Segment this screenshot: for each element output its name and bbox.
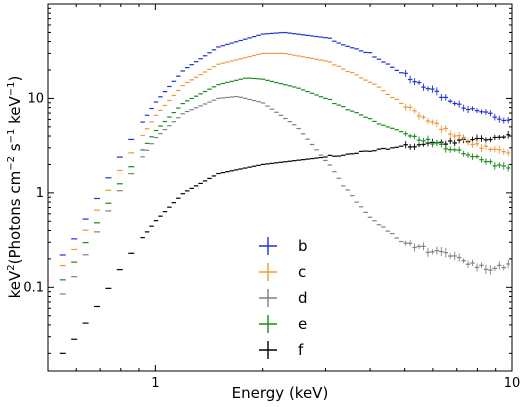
series-d xyxy=(59,95,511,295)
legend-item-c: c xyxy=(259,263,306,281)
legend-label: e xyxy=(298,315,307,333)
tick-labels: 1 10 0.1 1 10 xyxy=(23,91,520,391)
legend-label: f xyxy=(298,341,304,359)
legend-item-f: f xyxy=(259,341,304,359)
series-f xyxy=(59,131,511,354)
y-tick-label: 10 xyxy=(27,91,44,106)
legend-label: c xyxy=(298,263,306,281)
x-tick-label: 1 xyxy=(151,376,159,391)
y-axis-title: keV2(Photons cm−2 s−1 keV−1) xyxy=(6,76,24,299)
legend-item-d: d xyxy=(259,289,308,307)
legend-label: b xyxy=(298,237,308,255)
legend-item-e: e xyxy=(259,315,307,333)
x-axis-title: Energy (keV) xyxy=(232,384,329,402)
minor-ticks xyxy=(47,4,512,371)
plot-frame xyxy=(47,3,513,372)
series-b xyxy=(59,31,511,256)
major-ticks xyxy=(48,4,513,371)
y-tick-label: 0.1 xyxy=(23,280,44,295)
y-tick-label: 1 xyxy=(36,186,44,201)
series-e xyxy=(59,77,511,281)
x-tick-label: 10 xyxy=(504,376,520,391)
legend-label: d xyxy=(298,289,308,307)
series-layer xyxy=(59,31,511,354)
series-c xyxy=(59,52,511,267)
legend-item-b: b xyxy=(259,237,308,255)
